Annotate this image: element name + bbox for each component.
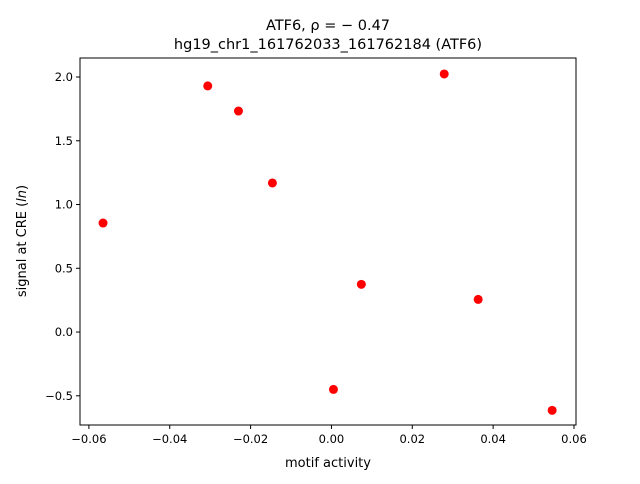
data-point [203,81,213,91]
data-point [267,178,277,188]
y-tick-label: 2.0 [55,70,73,84]
data-point [473,294,483,304]
x-tick-label: −0.04 [152,432,187,446]
data-point [328,384,338,394]
x-tick-label: 0.02 [399,432,425,446]
chart-title-line2: hg19_chr1_161762033_161762184 (ATF6) [174,37,482,53]
data-point [98,218,108,228]
y-tick-label: 1.5 [55,134,73,148]
x-axis-label: motif activity [285,456,371,471]
data-point [439,69,449,79]
x-tick-label: −0.06 [71,432,106,446]
chart-title-line1: ATF6, ρ = − 0.47 [266,18,390,34]
data-point [356,279,366,289]
x-tick-label: 0.04 [480,432,506,446]
y-tick-label: 0.5 [55,261,73,275]
data-point [233,106,243,116]
x-tick-label: −0.02 [233,432,268,446]
x-tick-label: 0.06 [561,432,587,446]
y-axis-label: signal at CRE (ln) [15,185,30,297]
y-tick-label: −0.5 [45,389,73,403]
data-point [547,405,557,415]
y-tick-label: 0.0 [55,325,73,339]
x-tick-label: 0.00 [319,432,345,446]
plot-frame [79,57,577,426]
y-tick-label: 1.0 [55,198,73,212]
